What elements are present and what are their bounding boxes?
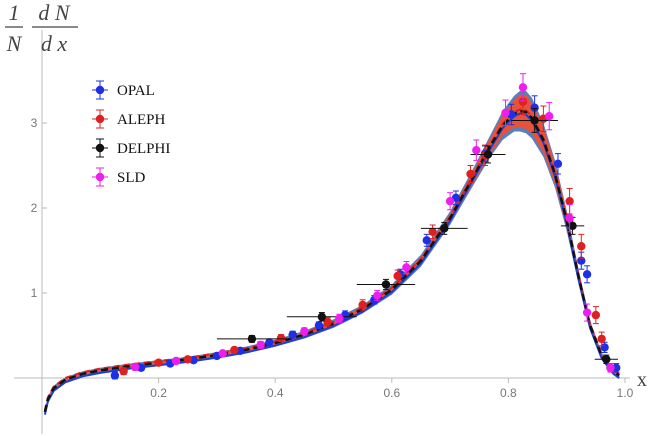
legend-item-delphi: DELPHI [92, 138, 170, 158]
data-point [288, 330, 297, 339]
data-point [568, 221, 577, 231]
data-point [358, 300, 367, 310]
x-tick-label: 0.6 [383, 386, 400, 400]
data-point [612, 363, 621, 372]
data-point [530, 103, 539, 112]
data-point [565, 197, 574, 206]
y-title-n: N [6, 31, 23, 56]
y-tick-label: 1 [31, 286, 38, 300]
data-point [591, 310, 601, 320]
legend-marker [95, 85, 105, 95]
data-point [553, 159, 563, 168]
data-point [577, 242, 586, 251]
legend: OPAL ALEPH DELPHI SLD [92, 80, 170, 187]
data-point [110, 371, 120, 380]
data-point [230, 345, 239, 355]
data-point [335, 314, 344, 323]
theory-curves-layer [43, 108, 620, 415]
data-point [472, 146, 481, 155]
series-aleph [119, 88, 615, 376]
x-tick-label: 0.4 [267, 386, 284, 400]
data-point [317, 312, 327, 321]
data-point [428, 227, 437, 236]
legend-label: ALEPH [117, 112, 166, 128]
legend-label: SLD [117, 170, 146, 186]
legend-marker [95, 143, 105, 153]
axes-layer: 0.2 0.4 0.6 0.8 1.0 1 2 3 [14, 30, 634, 434]
x-tick-label: 1.0 [617, 386, 634, 400]
data-point [402, 263, 411, 272]
data-point [119, 367, 128, 376]
data-point [183, 355, 192, 364]
y-title-dn: d N [38, 0, 71, 25]
data-point [300, 327, 309, 336]
data-point [501, 108, 510, 118]
x-tick-label: 0.2 [150, 386, 167, 400]
axis-titles-layer: 1 Nd N d x x [5, 0, 647, 391]
data-point [518, 83, 528, 92]
data-point [381, 280, 391, 289]
x-axis-title: x [637, 369, 647, 391]
data-point [256, 340, 265, 350]
legend-marker [95, 114, 105, 124]
data-point [314, 321, 324, 330]
data-point [582, 270, 592, 279]
data-point [445, 197, 455, 206]
uncertainty-band-layer [44, 90, 620, 415]
data-point [171, 356, 181, 366]
data-point [518, 97, 528, 106]
y-title-dx: d x [41, 31, 68, 56]
data-point [247, 334, 257, 344]
data-point [582, 308, 592, 317]
data-point [154, 358, 163, 367]
data-point [483, 150, 493, 159]
data-point [602, 355, 611, 364]
data-point [131, 362, 140, 372]
y-tick-label: 3 [31, 116, 38, 130]
series-opal [110, 95, 621, 380]
theory-curve-black-dashed [43, 109, 620, 413]
data-point [466, 169, 475, 179]
legend-marker [95, 172, 105, 182]
data-point [276, 333, 286, 343]
data-point [606, 363, 615, 372]
data-points-layer [110, 73, 621, 380]
series-delphi [216, 108, 619, 365]
legend-label: DELPHI [117, 141, 170, 157]
data-point [545, 112, 554, 121]
data-point [597, 334, 606, 344]
y-tick-label: 2 [31, 201, 38, 215]
legend-item-sld: SLD [92, 167, 146, 187]
data-point [440, 224, 449, 233]
x-tick-label: 0.8 [500, 386, 517, 400]
data-point [218, 349, 227, 358]
legend-item-opal: OPAL [92, 80, 155, 100]
data-point [323, 317, 332, 327]
y-title-one: 1 [9, 0, 20, 25]
data-point [530, 116, 539, 125]
series-sld [131, 73, 615, 373]
data-point [373, 291, 382, 300]
legend-item-aleph: ALEPH [92, 109, 166, 129]
theory-curve-blue [43, 112, 620, 415]
data-point [265, 338, 274, 347]
legend-label: OPAL [117, 83, 155, 99]
data-point [422, 236, 431, 245]
data-point [393, 271, 402, 281]
data-point [565, 214, 574, 223]
